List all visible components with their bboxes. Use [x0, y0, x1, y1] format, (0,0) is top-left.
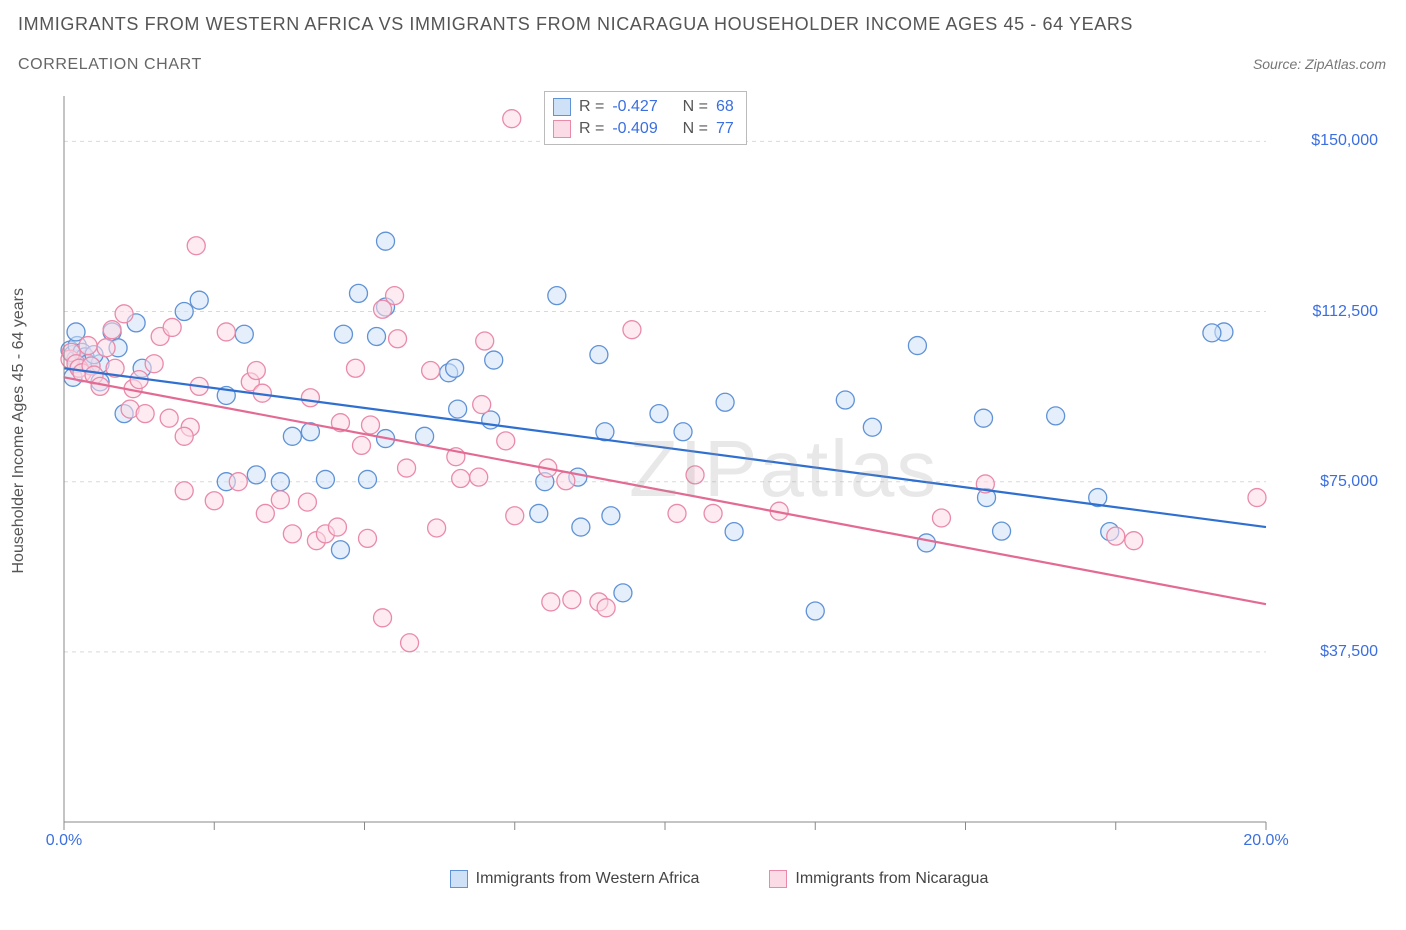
legend: Immigrants from Western Africa Immigrants…: [54, 870, 1384, 888]
legend-swatch-icon: [769, 870, 787, 888]
correlation-box: R = -0.427 N = 68R = -0.409 N = 77: [544, 91, 747, 145]
y-tick-label: $150,000: [1311, 132, 1378, 150]
x-tick-label: 20.0%: [1243, 832, 1288, 850]
scatter-plot: $37,500$75,000$112,500$150,0000.0%20.0%Z…: [54, 88, 1384, 858]
source-label: Source: ZipAtlas.com: [1253, 56, 1386, 72]
y-tick-label: $37,500: [1320, 643, 1378, 661]
legend-item: Immigrants from Nicaragua: [769, 870, 988, 888]
legend-swatch-icon: [450, 870, 468, 888]
x-tick-label: 0.0%: [46, 832, 82, 850]
chart-container: Householder Income Ages 45 - 64 years $3…: [18, 88, 1388, 888]
y-axis-label: Householder Income Ages 45 - 64 years: [10, 88, 28, 488]
legend-item: Immigrants from Western Africa: [450, 870, 700, 888]
y-tick-label: $75,000: [1320, 473, 1378, 491]
legend-label: Immigrants from Nicaragua: [795, 870, 988, 888]
legend-swatch-icon: [553, 98, 571, 116]
legend-swatch-icon: [553, 120, 571, 138]
chart-title-line1: IMMIGRANTS FROM WESTERN AFRICA VS IMMIGR…: [18, 14, 1133, 35]
y-tick-label: $112,500: [1312, 303, 1378, 321]
correlation-row: R = -0.427 N = 68: [553, 96, 738, 118]
legend-label: Immigrants from Western Africa: [476, 870, 700, 888]
chart-title-line2: CORRELATION CHART: [18, 56, 202, 74]
correlation-row: R = -0.409 N = 77: [553, 118, 738, 140]
